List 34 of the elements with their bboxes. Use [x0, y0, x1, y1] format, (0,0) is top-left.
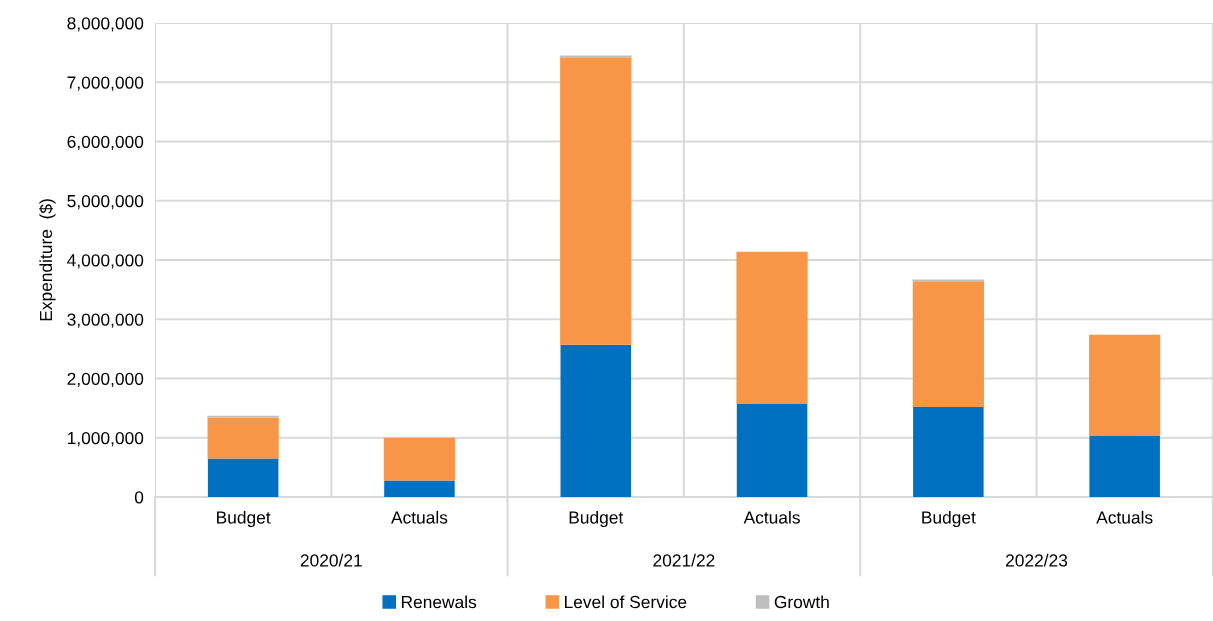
text: 2020/21 — [300, 553, 362, 567]
y-tick-label: 5,000,000 — [67, 194, 144, 210]
y-axis-title: Expenditure ($) — [39, 199, 56, 321]
bar — [1089, 435, 1160, 497]
x-tick-label: Budget — [569, 510, 624, 528]
bar — [560, 57, 632, 345]
y-tick-label: 7,000,000 — [67, 76, 144, 91]
bar — [560, 344, 632, 497]
y-tick-label: 0 — [134, 491, 144, 504]
x-tick-label: Budget — [217, 510, 271, 528]
y-tick-label: 6,000,000 — [67, 135, 144, 151]
x-tick-label: Actuals — [391, 510, 448, 524]
y-tick-label: 8,000,000 — [67, 17, 144, 32]
bar — [1089, 334, 1161, 436]
bar — [207, 417, 279, 459]
text: 2021/22 — [653, 553, 715, 567]
bar — [383, 437, 456, 481]
y-tick-label: 4,000,000 — [67, 254, 144, 269]
bar — [207, 458, 279, 497]
legend-label: Growth — [774, 595, 829, 609]
bar — [736, 403, 808, 497]
text: 2022/23 — [1006, 553, 1068, 567]
y-tick-label: 1,000,000 — [67, 431, 144, 447]
x-tick-label: Budget — [922, 510, 976, 528]
bar — [912, 281, 984, 407]
bar — [913, 406, 984, 497]
bar — [384, 480, 455, 497]
y-tick-label: 2,000,000 — [67, 372, 144, 388]
bar — [736, 251, 808, 404]
y-tick-label: 3,000,000 — [67, 313, 144, 328]
legend-label: Renewals — [401, 595, 477, 609]
x-tick-label: Actuals — [1096, 510, 1153, 524]
legend-label: Level of Service — [564, 595, 687, 609]
x-tick-label: Actuals — [743, 510, 800, 524]
